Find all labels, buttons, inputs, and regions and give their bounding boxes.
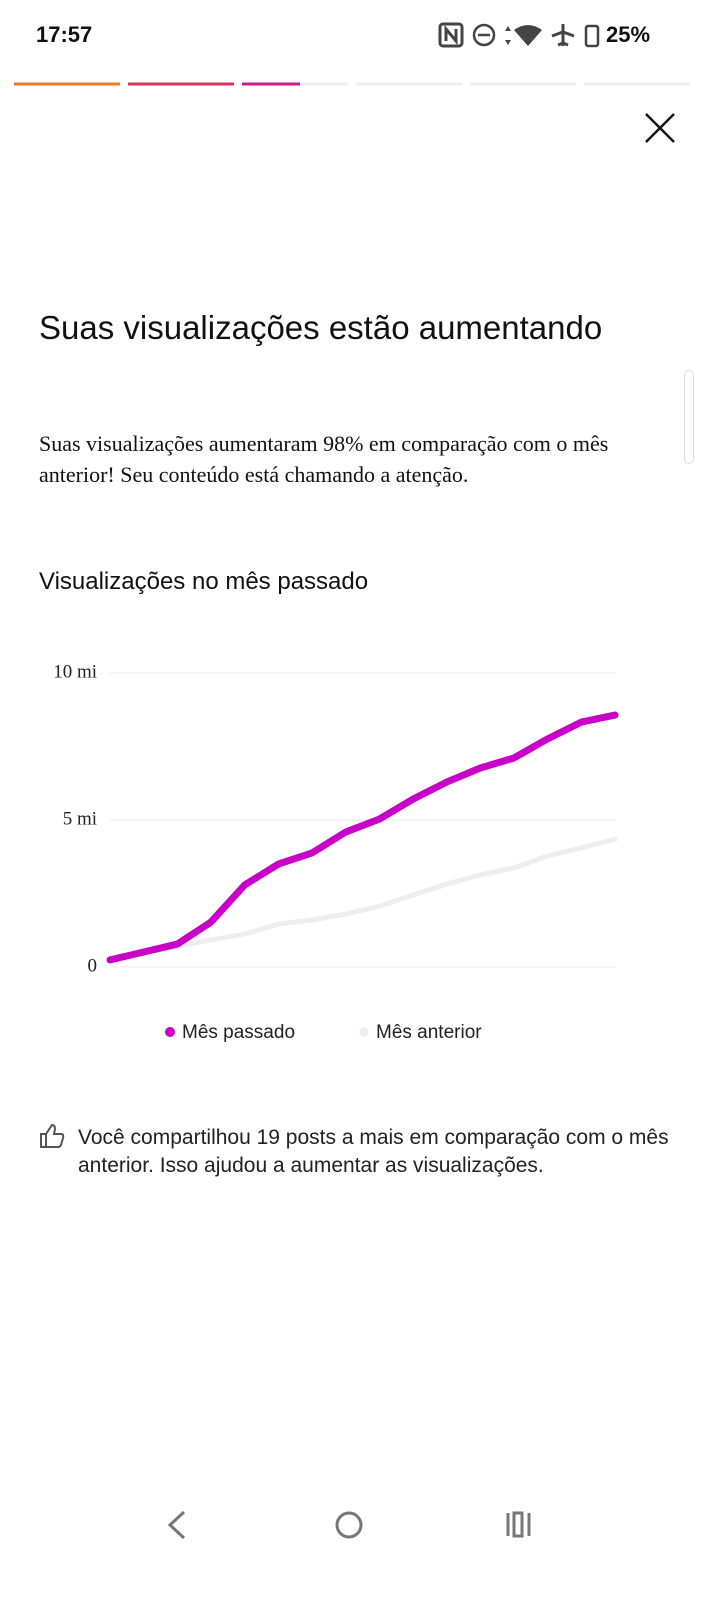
thumbs-up-icon <box>40 1123 65 1148</box>
description: Suas visualizações aumentaram 98% em com… <box>39 431 609 487</box>
status-time: 17:57 <box>36 22 93 47</box>
y-tick-label: 10 mi <box>53 661 97 682</box>
nav-home[interactable] <box>335 1511 363 1539</box>
close-button[interactable] <box>640 108 680 148</box>
heading: Suas visualizações estão aumentando <box>39 309 603 346</box>
insight-text: Você compartilhou 19 posts a mais em com… <box>78 1126 669 1177</box>
scroll-indicator <box>684 370 694 464</box>
legend-marker <box>165 1027 175 1037</box>
series-line <box>107 836 618 963</box>
y-tick-label: 0 <box>88 955 98 976</box>
nav-bar <box>167 1510 531 1540</box>
legend-marker <box>359 1027 369 1037</box>
nav-recents[interactable] <box>506 1511 531 1538</box>
legend-label: Mês passado <box>182 1022 295 1043</box>
y-tick-label: 5 mi <box>63 808 97 829</box>
battery-level: 25% <box>606 22 651 47</box>
status-icons <box>438 22 600 48</box>
chart-title: Visualizações no mês passado <box>39 568 369 595</box>
series-line <box>106 711 619 964</box>
chart: 0 5 mi 10 mi Mês passado Mês anterior <box>53 661 619 1043</box>
story-progress <box>14 82 690 86</box>
nav-back[interactable] <box>167 1510 186 1540</box>
legend-label: Mês anterior <box>376 1022 482 1043</box>
